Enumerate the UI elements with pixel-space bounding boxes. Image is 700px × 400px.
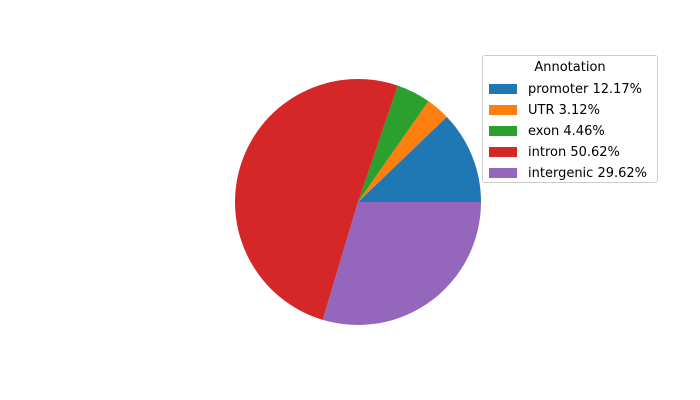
pie-slice-intron [235, 79, 398, 320]
legend-label: promoter 12.17% [528, 81, 643, 97]
legend-item-utr: UTR 3.12% [489, 101, 600, 119]
legend-item-exon: exon 4.46% [489, 122, 605, 140]
legend-label: exon 4.46% [528, 123, 605, 139]
legend-swatch [489, 147, 517, 157]
legend-title: Annotation [534, 60, 606, 75]
legend: Annotation promoter 12.17% UTR 3.12% exo… [482, 55, 658, 183]
legend-swatch [489, 105, 517, 115]
legend-item-promoter: promoter 12.17% [489, 80, 642, 98]
legend-label: UTR 3.12% [528, 102, 600, 118]
legend-swatch [489, 126, 517, 136]
pie-slice-intergenic [322, 202, 481, 325]
pie-slice-exon [358, 85, 429, 202]
pie-slice-promoter [358, 116, 481, 202]
legend-swatch [489, 168, 517, 178]
legend-item-intergenic: intergenic 29.62% [489, 164, 647, 182]
legend-item-intron: intron 50.62% [489, 143, 620, 161]
pie-slice-utr [358, 101, 447, 202]
legend-label: intron 50.62% [528, 144, 620, 160]
legend-swatch [489, 84, 517, 94]
legend-label: intergenic 29.62% [528, 165, 648, 181]
